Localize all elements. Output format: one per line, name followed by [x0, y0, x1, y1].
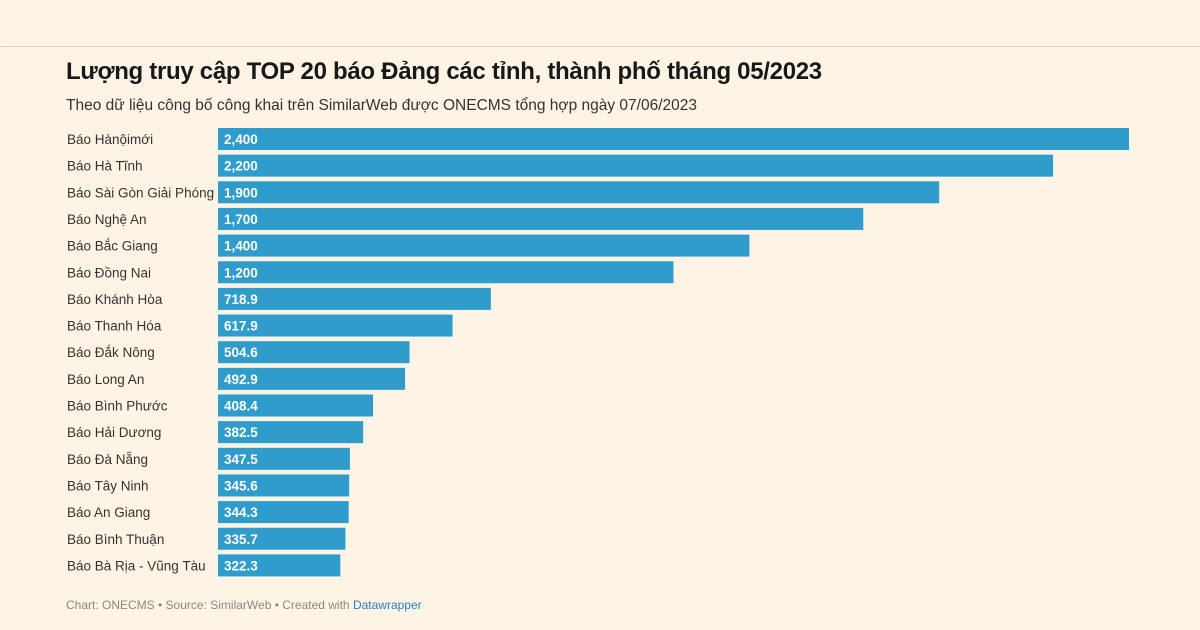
value-label: 382.5	[224, 425, 258, 440]
footer-credits: Chart: ONECMS • Source: SimilarWeb • Cre…	[66, 598, 353, 612]
chart-subtitle: Theo dữ liệu công bố công khai trên Simi…	[66, 97, 698, 114]
value-label: 347.5	[224, 452, 258, 467]
value-label: 2,400	[224, 132, 258, 147]
category-label: Báo Nghệ An	[67, 212, 147, 227]
bar	[218, 394, 374, 417]
value-label: 322.3	[224, 558, 258, 573]
category-label: Báo Bình Phước	[67, 399, 168, 414]
value-label: 345.6	[224, 478, 258, 493]
value-label: 408.4	[224, 399, 258, 414]
value-label: 617.9	[224, 319, 258, 334]
category-label: Báo Tây Ninh	[67, 478, 149, 493]
bar	[218, 421, 364, 444]
bar	[218, 181, 940, 204]
bar	[218, 207, 864, 230]
category-label: Báo Hànộimới	[67, 132, 153, 147]
value-label: 1,200	[224, 265, 258, 280]
bar	[218, 234, 750, 257]
value-label: 504.6	[224, 345, 258, 360]
bar	[218, 554, 341, 577]
value-label: 492.9	[224, 372, 258, 387]
category-label: Báo An Giang	[67, 505, 150, 520]
bar	[218, 261, 674, 284]
top-divider	[0, 46, 1200, 47]
category-label: Báo Đà Nẵng	[67, 452, 148, 467]
bar	[218, 447, 350, 470]
bar	[218, 287, 491, 310]
category-label: Báo Hà Tĩnh	[67, 159, 143, 174]
category-label: Báo Bình Thuận	[67, 532, 164, 547]
category-label: Báo Khánh Hòa	[67, 292, 163, 307]
chart-title: Lượng truy cập TOP 20 báo Đảng các tỉnh,…	[66, 58, 822, 85]
chart-footer: Chart: ONECMS • Source: SimilarWeb • Cre…	[66, 598, 422, 612]
category-label: Báo Thanh Hóa	[67, 319, 162, 334]
category-label: Báo Bà Rịa - Vũng Tàu	[67, 558, 206, 573]
value-label: 1,400	[224, 239, 258, 254]
category-label: Báo Đắk Nông	[67, 345, 155, 360]
value-label: 344.3	[224, 505, 258, 520]
bar	[218, 341, 410, 364]
bar	[218, 154, 1054, 177]
value-label: 718.9	[224, 292, 258, 307]
value-label: 2,200	[224, 159, 258, 174]
value-label: 335.7	[224, 532, 258, 547]
category-label: Báo Đồng Nai	[67, 265, 151, 280]
category-label: Báo Bắc Giang	[67, 239, 158, 254]
bar	[218, 527, 346, 550]
value-label: 1,900	[224, 185, 258, 200]
category-label: Báo Long An	[67, 372, 144, 387]
value-label: 1,700	[224, 212, 258, 227]
bar	[218, 128, 1129, 150]
category-label: Báo Hải Dương	[67, 425, 161, 440]
category-label: Báo Sài Gòn Giải Phóng	[67, 185, 214, 200]
bar	[218, 367, 406, 390]
bar	[218, 314, 453, 337]
bar	[218, 474, 350, 497]
bar	[218, 501, 349, 524]
datawrapper-link[interactable]: Datawrapper	[352, 598, 422, 612]
